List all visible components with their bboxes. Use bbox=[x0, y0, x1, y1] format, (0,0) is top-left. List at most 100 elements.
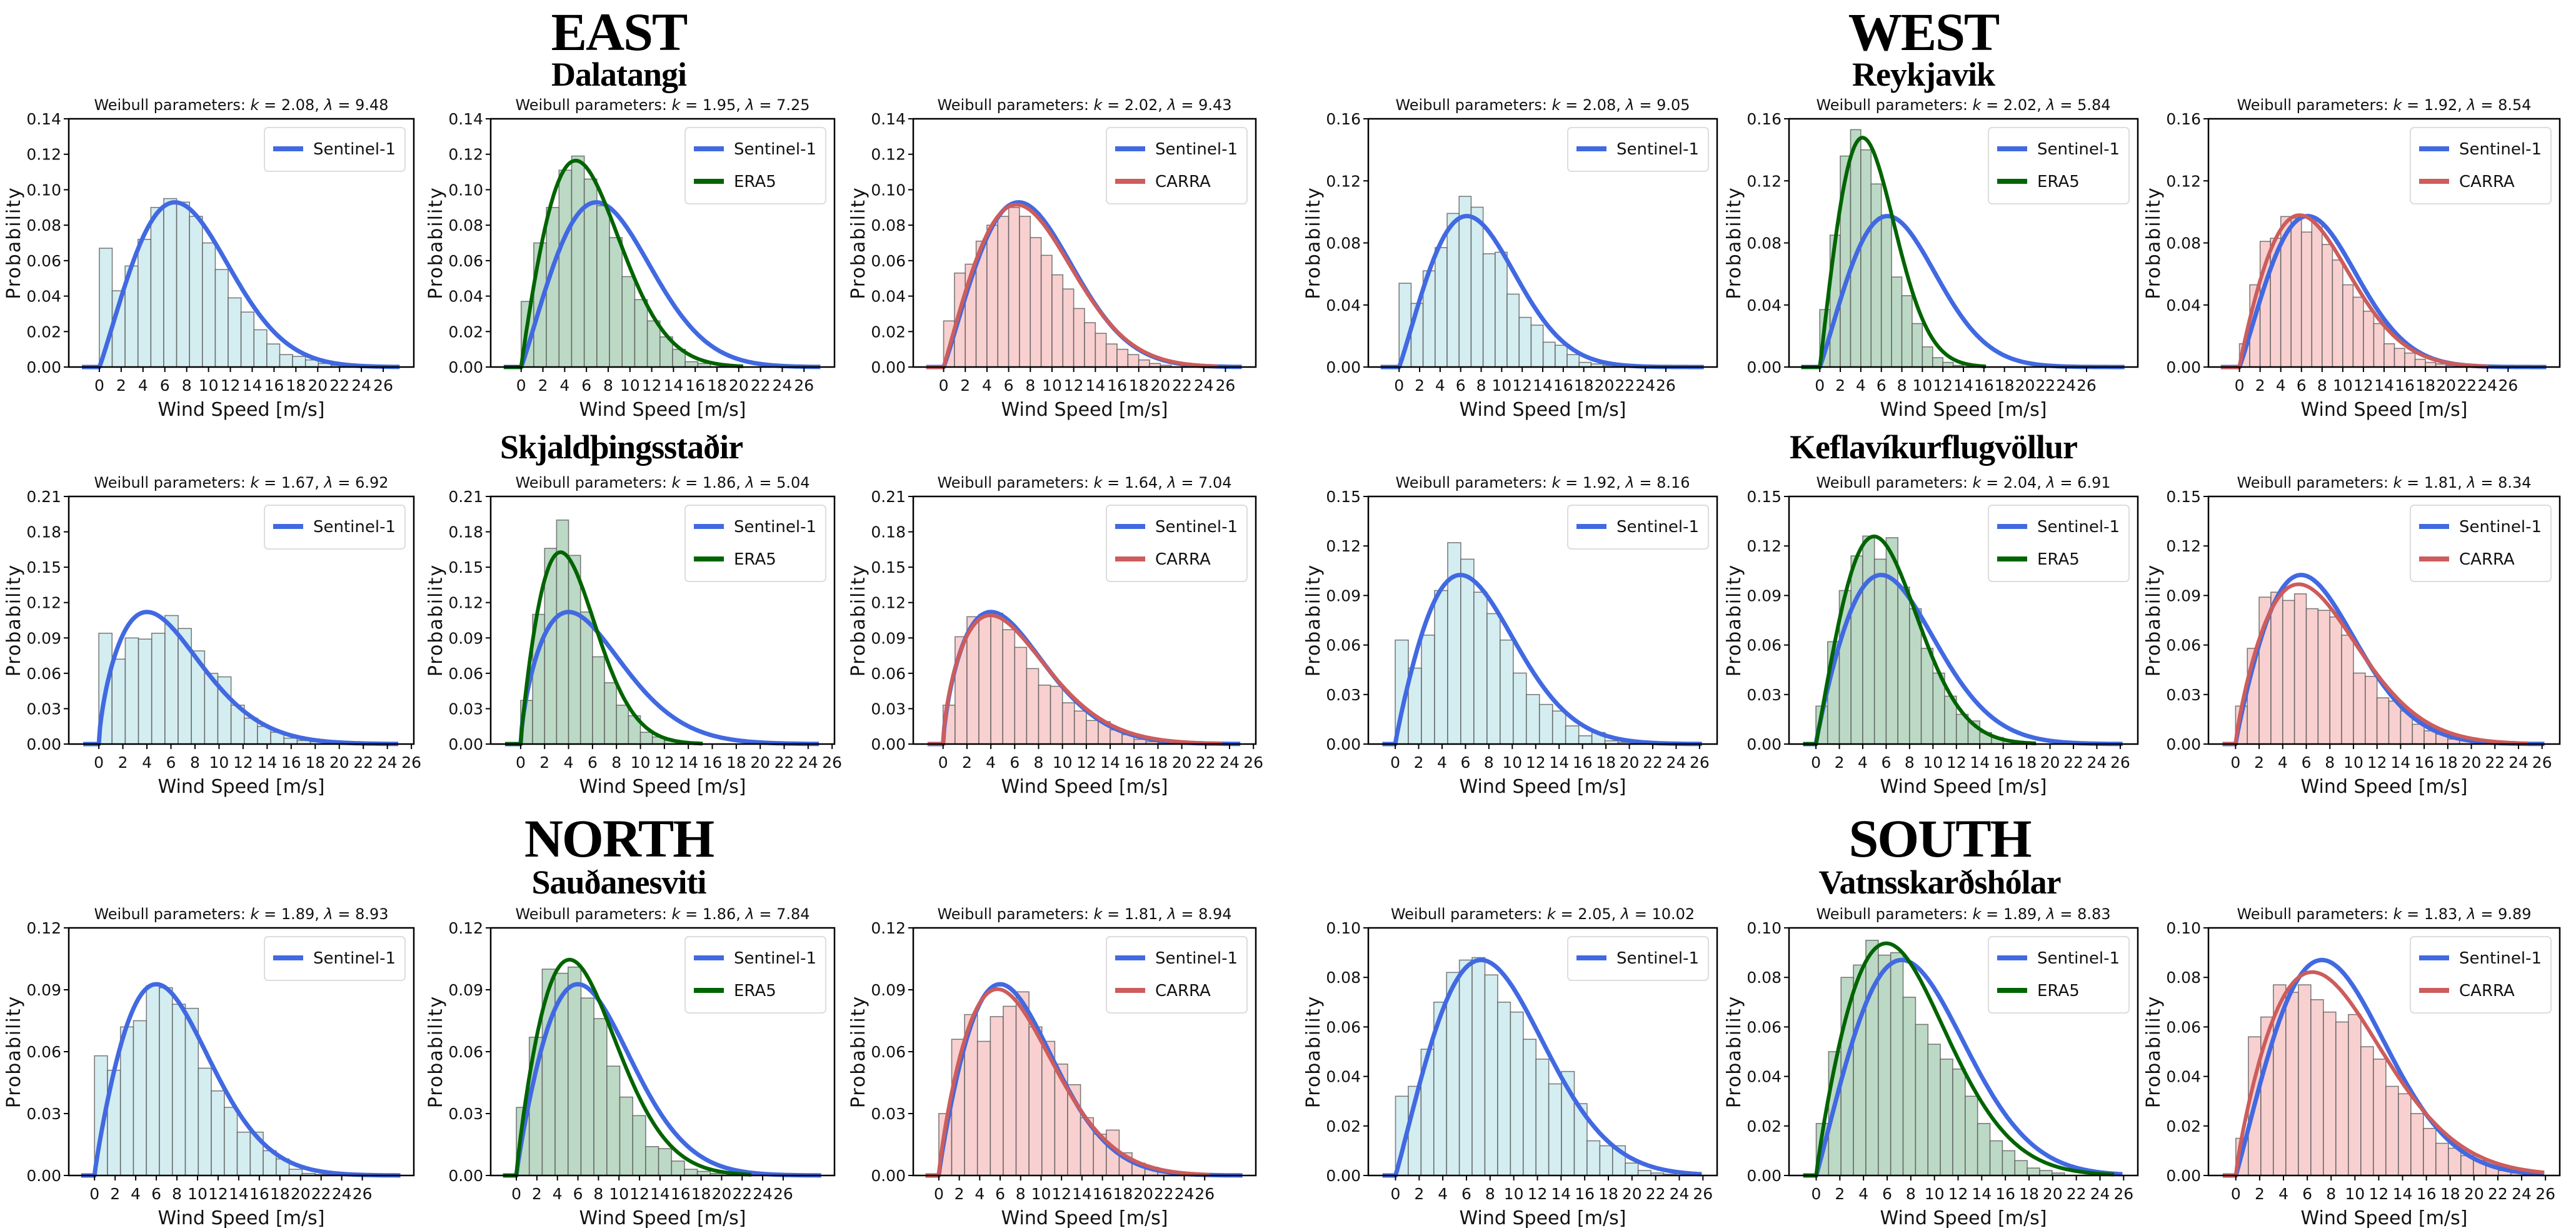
histogram-bar bbox=[1086, 720, 1099, 745]
x-tick-label: 26 bbox=[2535, 1185, 2555, 1203]
x-axis-label: Wind Speed [m/s] bbox=[158, 1207, 325, 1228]
x-tick-label: 20 bbox=[1172, 753, 1192, 772]
y-tick-label: 0.03 bbox=[26, 700, 61, 718]
histogram-panel-Vatnsskarðshólar-CARRA: 0.000.020.040.060.080.100 2 4 6 8 10 12 14 16 18 2… bbox=[2143, 905, 2561, 1228]
y-tick-label: 0.02 bbox=[871, 323, 906, 341]
weibull-curve-era5 bbox=[504, 550, 704, 746]
panel-title: Weibull parameters: k = 1.83, λ = 9.89 bbox=[2237, 905, 2531, 923]
x-tick-label: 24 bbox=[1670, 1185, 1690, 1203]
x-tick-label: 8 bbox=[172, 1185, 182, 1203]
y-tick-label: 0.10 bbox=[2166, 919, 2201, 937]
histogram-bar bbox=[1578, 735, 1593, 745]
x-tick-label: 6 bbox=[1010, 753, 1020, 772]
histogram-bar bbox=[684, 1169, 698, 1176]
histogram-bar bbox=[2317, 610, 2331, 745]
histogram-panel-Sauðanesviti-Sentinel-1: 0.000.030.060.090.120 2 4 6 8 10 12 14 16 18 20 22 2… bbox=[3, 905, 415, 1228]
weibull-curve-carra bbox=[926, 613, 1223, 746]
histogram-bar bbox=[2305, 608, 2319, 745]
x-tick-label: 20 bbox=[329, 753, 349, 772]
histogram-bar bbox=[2311, 220, 2323, 368]
x-tick-label: 22 bbox=[2485, 753, 2505, 772]
x-axis-label: Wind Speed [m/s] bbox=[2301, 399, 2468, 421]
x-tick-label: 4 bbox=[131, 1185, 141, 1203]
histogram-bar bbox=[1902, 997, 1917, 1176]
y-tick-label: 0.00 bbox=[448, 1167, 483, 1185]
y-tick-label: 0.12 bbox=[26, 919, 61, 937]
x-tick-label: 6 bbox=[166, 753, 176, 772]
histogram-bar bbox=[283, 737, 298, 745]
histogram-bar bbox=[2398, 1093, 2412, 1176]
panel-title: Weibull parameters: k = 2.08, λ = 9.48 bbox=[94, 96, 388, 114]
histogram-bar bbox=[1062, 288, 1075, 368]
x-tick-label: 10 bbox=[1502, 753, 1522, 772]
legend-label: ERA5 bbox=[734, 550, 776, 569]
x-tick-label: 12 bbox=[208, 1185, 228, 1203]
x-tick-label: 8 bbox=[190, 753, 200, 772]
y-tick-label: 0.21 bbox=[26, 488, 61, 506]
histogram-bar bbox=[2435, 1142, 2449, 1176]
x-tick-label: 2 bbox=[962, 753, 972, 772]
x-tick-label: 22 bbox=[774, 753, 794, 772]
x-tick-label: 4 bbox=[2278, 753, 2288, 772]
histogram-bar bbox=[1028, 1026, 1043, 1176]
weibull-curve-carra bbox=[2220, 213, 2490, 369]
histogram-bar bbox=[1497, 1002, 1511, 1176]
panel-title: Weibull parameters: k = 1.86, λ = 7.84 bbox=[515, 905, 809, 923]
histogram-bar bbox=[579, 611, 593, 745]
histogram-bar bbox=[1912, 323, 1923, 368]
histogram-bar bbox=[1026, 668, 1040, 745]
x-tick-label: 18 bbox=[2440, 1185, 2460, 1203]
y-tick-label: 0.12 bbox=[448, 919, 483, 937]
weibull-curve-sentinel-1 bbox=[503, 200, 822, 370]
legend-label: Sentinel-1 bbox=[2037, 949, 2120, 968]
y-tick-label: 0.12 bbox=[26, 146, 61, 164]
panel-title: Weibull parameters: k = 1.92, λ = 8.16 bbox=[1395, 474, 1690, 491]
x-tick-label: 4 bbox=[138, 376, 148, 395]
x-tick-label: 6 bbox=[581, 376, 591, 395]
x-tick-label: 2 bbox=[116, 376, 126, 395]
histogram-bar bbox=[2404, 352, 2416, 368]
histogram-bar bbox=[138, 638, 153, 745]
histogram-bar bbox=[1138, 359, 1150, 368]
weibull-curve-carra bbox=[925, 987, 1211, 1177]
x-tick-label: 16 bbox=[685, 376, 705, 395]
histogram-bar bbox=[1040, 254, 1053, 368]
axes-frame bbox=[489, 495, 836, 745]
histogram-panel-Reykjavik-CARRA: 0.000.040.080.120.160 2 4 6 8 10 12 14 16 18 20 22 2… bbox=[2143, 96, 2561, 421]
y-tick-label: 0.04 bbox=[871, 288, 906, 306]
x-tick-label: 12 bbox=[1528, 1185, 1548, 1203]
x-tick-label: 24 bbox=[2512, 1185, 2532, 1203]
x-tick-label: 10 bbox=[2345, 1185, 2365, 1203]
x-tick-label: 0 bbox=[2231, 1185, 2241, 1203]
x-tick-label: 10 bbox=[609, 1185, 629, 1203]
x-tick-label: 24 bbox=[1194, 376, 1214, 395]
x-tick-label: 26 bbox=[353, 1185, 373, 1203]
x-tick-label: 12 bbox=[221, 376, 241, 395]
x-tick-label: 6 bbox=[1004, 376, 1014, 395]
histogram-bar bbox=[634, 299, 648, 368]
histogram-bar bbox=[2448, 1147, 2462, 1176]
y-tick-label: 0.00 bbox=[1747, 358, 1782, 376]
weibull-curve-era5 bbox=[1802, 941, 2115, 1177]
histogram-panel-Keflavíkurflugvöllur-CARRA: 0.000.030.060.090.120.150 2 4 6 8 10 12 14 16 18 2… bbox=[2143, 474, 2561, 798]
x-tick-label: 26 bbox=[2110, 753, 2130, 772]
legend-label: Sentinel-1 bbox=[2459, 949, 2542, 968]
histogram-bar bbox=[2282, 600, 2295, 745]
histogram-bar bbox=[2342, 284, 2354, 368]
x-tick-label: 26 bbox=[1690, 753, 1710, 772]
histogram-bar bbox=[1471, 957, 1486, 1176]
x-tick-label: 12 bbox=[642, 376, 662, 395]
x-tick-label: 24 bbox=[773, 376, 793, 395]
x-tick-label: 12 bbox=[629, 1185, 649, 1203]
histogram-bar bbox=[1473, 591, 1488, 745]
y-tick-label: 0.00 bbox=[2166, 358, 2201, 376]
x-tick-label: 10 bbox=[1923, 753, 1943, 772]
x-tick-label: 0 bbox=[89, 1185, 99, 1203]
x-tick-label: 4 bbox=[1856, 376, 1866, 395]
histogram-bar bbox=[279, 354, 293, 368]
y-tick-label: 0.00 bbox=[1326, 735, 1361, 753]
x-tick-label: 8 bbox=[1897, 376, 1907, 395]
y-tick-label: 0.06 bbox=[26, 665, 61, 683]
histogram-bar bbox=[224, 1107, 238, 1176]
y-tick-label: 0.12 bbox=[2166, 537, 2201, 555]
